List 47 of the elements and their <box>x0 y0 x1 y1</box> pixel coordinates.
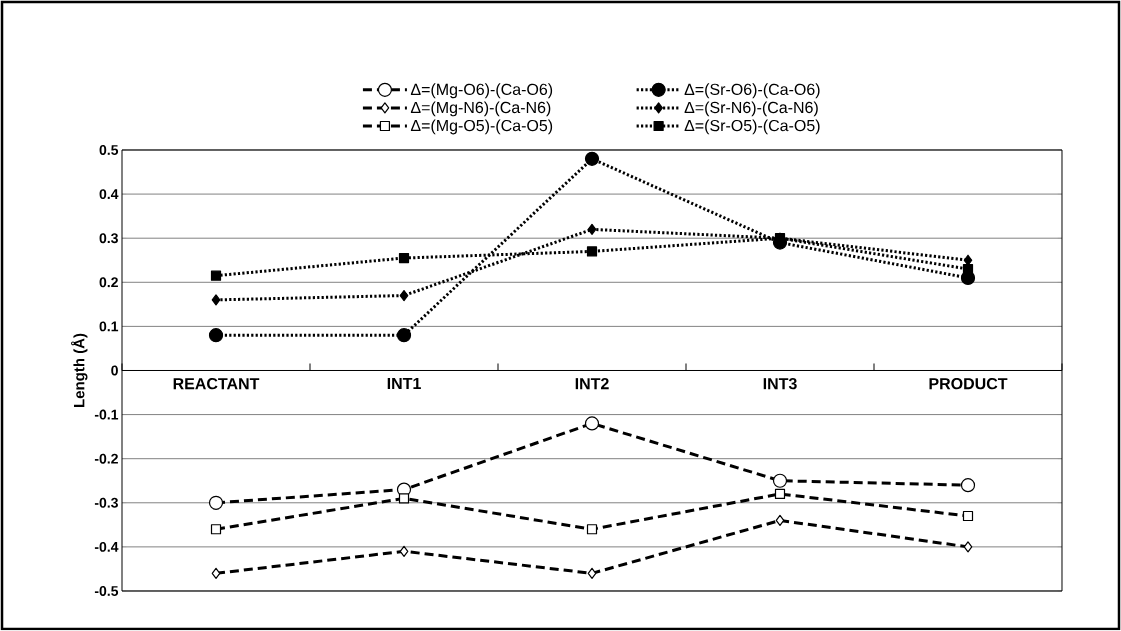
x-tick-label: REACTANT <box>173 377 260 390</box>
point <box>963 541 973 553</box>
y-tick-label: 0.2 <box>99 277 118 288</box>
point <box>210 270 222 281</box>
legend-label: Δ=(Mg-O5)-(Ca-O5) <box>410 119 553 135</box>
point <box>960 478 976 493</box>
y-tick-label: -0.1 <box>94 409 119 420</box>
y-tick-label: -0.5 <box>94 586 119 596</box>
y-tick-label: 0.1 <box>99 321 119 332</box>
point <box>587 223 597 235</box>
point <box>211 567 221 579</box>
y-tick-label: -0.4 <box>94 541 119 552</box>
point <box>962 263 974 275</box>
point <box>208 495 224 510</box>
x-tick-label: INT3 <box>763 377 797 390</box>
point <box>210 524 222 535</box>
point <box>586 246 598 257</box>
point <box>586 524 598 535</box>
x-tick-label: INT1 <box>387 377 421 389</box>
point <box>774 488 786 500</box>
point <box>399 545 409 557</box>
point <box>962 510 974 522</box>
y-tick-label: 0.3 <box>99 233 118 244</box>
y-tick-label: -0.2 <box>94 453 118 464</box>
y-tick-label: 0.4 <box>99 189 119 200</box>
legend-label: Δ=(Mg-O6)-(Ca-O6) <box>410 83 553 99</box>
point <box>775 514 785 527</box>
point <box>211 294 221 306</box>
point <box>772 473 788 488</box>
y-tick-label: -0.3 <box>94 497 118 508</box>
point <box>208 328 224 343</box>
point <box>396 328 412 343</box>
legend-label: Δ=(Sr-O5)-(Ca-O5) <box>684 119 820 135</box>
y-axis-title: Length (Å) <box>71 333 88 407</box>
point <box>398 252 410 264</box>
legend-label: Δ=(Sr-O6)-(Ca-O6) <box>684 83 820 99</box>
point <box>584 416 600 431</box>
y-tick-label: 0.5 <box>99 145 119 155</box>
y-tick-label: 0 <box>111 365 118 376</box>
legend-label: Δ=(Sr-N6)-(Ca-N6) <box>684 101 818 117</box>
legend-label: Δ=(Mg-N6)-(Ca-N6) <box>410 101 551 117</box>
point <box>584 151 600 166</box>
point <box>399 289 409 302</box>
x-tick-label: INT2 <box>575 377 609 390</box>
point <box>398 493 410 504</box>
x-tick-label: PRODUCT <box>929 377 1008 390</box>
point <box>587 567 597 579</box>
